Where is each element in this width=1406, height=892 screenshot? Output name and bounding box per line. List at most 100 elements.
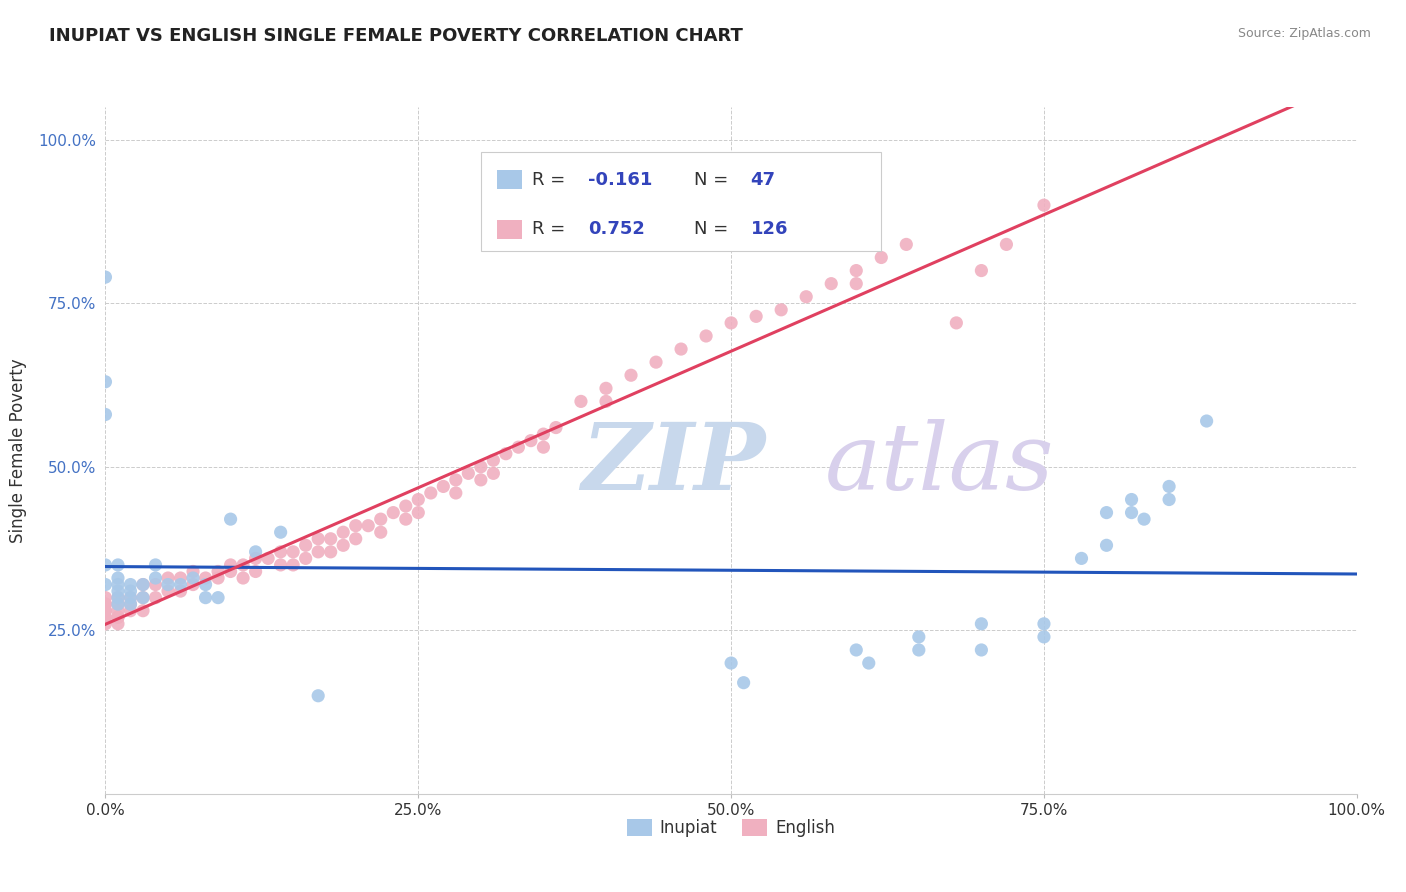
- Point: [1159, 492, 1181, 507]
- Point: [120, 597, 142, 611]
- Point: [970, 263, 993, 277]
- Point: [1032, 198, 1054, 212]
- Text: ZIP: ZIP: [581, 419, 765, 509]
- Point: [408, 492, 430, 507]
- Point: [169, 571, 191, 585]
- Point: [94, 408, 117, 422]
- Point: [94, 375, 117, 389]
- Point: [157, 577, 180, 591]
- Point: [107, 604, 129, 618]
- Point: [145, 577, 167, 591]
- Point: [733, 675, 755, 690]
- Point: [569, 394, 592, 409]
- Point: [294, 551, 316, 566]
- Point: [720, 656, 742, 670]
- Point: [232, 571, 254, 585]
- Point: [845, 277, 868, 291]
- Point: [107, 584, 129, 599]
- Y-axis label: Single Female Poverty: Single Female Poverty: [10, 359, 27, 542]
- Point: [595, 381, 617, 395]
- Point: [370, 512, 392, 526]
- Point: [745, 310, 768, 324]
- Point: [145, 558, 167, 572]
- Point: [281, 545, 305, 559]
- Point: [181, 571, 204, 585]
- Point: [1070, 551, 1092, 566]
- Point: [194, 591, 217, 605]
- Point: [470, 459, 492, 474]
- Point: [669, 342, 692, 356]
- Point: [281, 558, 305, 572]
- Point: [207, 565, 229, 579]
- Text: INUPIAT VS ENGLISH SINGLE FEMALE POVERTY CORRELATION CHART: INUPIAT VS ENGLISH SINGLE FEMALE POVERTY…: [49, 27, 744, 45]
- Point: [120, 591, 142, 605]
- Point: [444, 473, 467, 487]
- Point: [319, 532, 342, 546]
- Point: [94, 597, 117, 611]
- Point: [419, 486, 441, 500]
- Point: [219, 512, 242, 526]
- Point: [1121, 492, 1143, 507]
- Point: [896, 237, 918, 252]
- Point: [107, 597, 129, 611]
- Point: [444, 486, 467, 500]
- FancyBboxPatch shape: [481, 152, 882, 252]
- Point: [595, 394, 617, 409]
- Point: [132, 591, 155, 605]
- FancyBboxPatch shape: [498, 170, 522, 189]
- Point: [94, 270, 117, 285]
- Point: [94, 604, 117, 618]
- Point: [157, 584, 180, 599]
- Point: [307, 532, 329, 546]
- Point: [645, 355, 668, 369]
- Text: R =: R =: [531, 220, 571, 238]
- Point: [157, 571, 180, 585]
- Text: R =: R =: [531, 170, 571, 188]
- Point: [382, 506, 405, 520]
- Text: N =: N =: [695, 220, 734, 238]
- Point: [207, 571, 229, 585]
- Point: [107, 558, 129, 572]
- Point: [995, 237, 1018, 252]
- Point: [482, 453, 505, 467]
- Point: [970, 616, 993, 631]
- Point: [307, 545, 329, 559]
- Point: [1095, 506, 1118, 520]
- Point: [94, 604, 117, 618]
- Point: [120, 591, 142, 605]
- Point: [132, 604, 155, 618]
- Point: [332, 538, 354, 552]
- Point: [94, 616, 117, 631]
- Point: [107, 591, 129, 605]
- Point: [107, 610, 129, 624]
- Point: [245, 545, 267, 559]
- Point: [531, 427, 554, 442]
- Point: [794, 290, 817, 304]
- Point: [132, 577, 155, 591]
- Point: [207, 591, 229, 605]
- Point: [107, 591, 129, 605]
- Text: atlas: atlas: [825, 419, 1054, 509]
- Point: [107, 610, 129, 624]
- Text: Source: ZipAtlas.com: Source: ZipAtlas.com: [1237, 27, 1371, 40]
- Point: [132, 577, 155, 591]
- Point: [620, 368, 643, 383]
- Point: [181, 565, 204, 579]
- Point: [132, 591, 155, 605]
- Point: [332, 525, 354, 540]
- Point: [181, 577, 204, 591]
- Point: [257, 551, 280, 566]
- Point: [94, 610, 117, 624]
- Point: [945, 316, 967, 330]
- Point: [169, 584, 191, 599]
- Point: [94, 577, 117, 591]
- Point: [319, 545, 342, 559]
- Point: [845, 643, 868, 657]
- Text: 126: 126: [751, 220, 789, 238]
- Point: [495, 447, 517, 461]
- Point: [94, 610, 117, 624]
- Point: [270, 545, 292, 559]
- Point: [194, 571, 217, 585]
- Point: [120, 597, 142, 611]
- Point: [94, 558, 117, 572]
